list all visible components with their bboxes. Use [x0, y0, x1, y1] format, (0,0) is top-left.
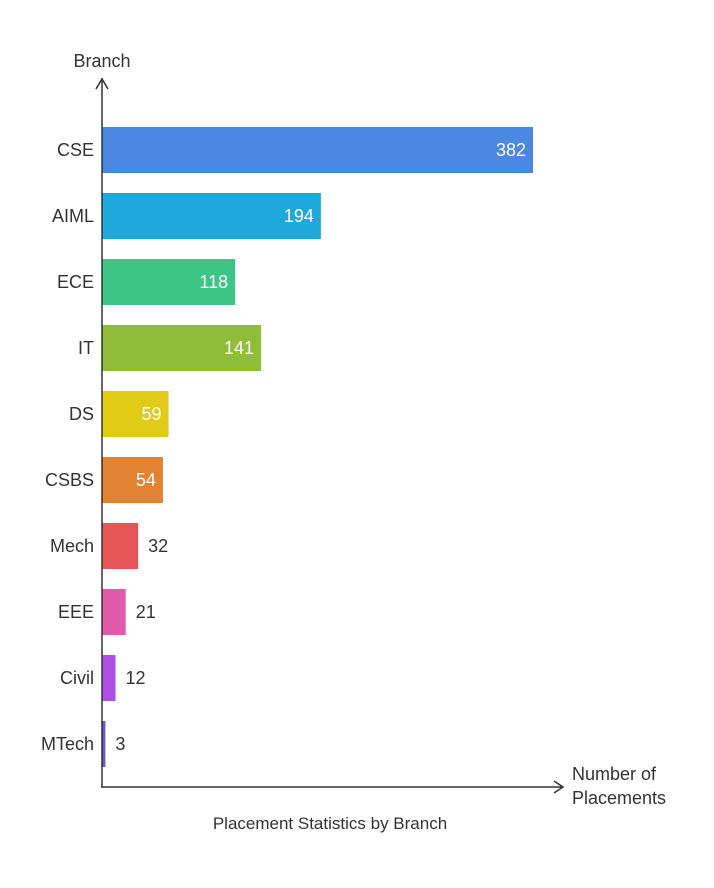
bar-ece — [102, 259, 236, 305]
bar-mtech — [102, 721, 106, 767]
chart-title: Placement Statistics by Branch — [213, 814, 447, 833]
value-label-mech: 32 — [148, 536, 168, 556]
value-label-mtech: 3 — [115, 734, 125, 754]
x-axis-arrow — [553, 780, 565, 794]
category-label-mtech: MTech — [41, 734, 94, 754]
y-axis-arrow — [95, 77, 109, 90]
category-labels-group: CSE AIML ECE IT DS CSBS Mech EEE Civil MTech — [41, 140, 94, 754]
value-label-civil: 12 — [126, 668, 146, 688]
bars-group — [102, 127, 533, 767]
value-label-it: 141 — [224, 338, 254, 358]
value-label-ds: 59 — [142, 404, 162, 424]
value-label-eee: 21 — [136, 602, 156, 622]
category-label-cse: CSE — [57, 140, 94, 160]
value-label-csbs: 54 — [136, 470, 156, 490]
bar-eee — [102, 589, 126, 635]
category-label-csbs: CSBS — [45, 470, 94, 490]
bar-cse — [102, 127, 533, 173]
bar-mech — [102, 523, 139, 569]
bar-aiml — [102, 193, 321, 239]
category-label-ds: DS — [69, 404, 94, 424]
value-label-cse: 382 — [496, 140, 526, 160]
bar-civil — [102, 655, 116, 701]
bar-it — [102, 325, 262, 371]
category-label-it: IT — [78, 338, 94, 358]
category-label-eee: EEE — [58, 602, 94, 622]
value-label-aiml: 194 — [284, 206, 314, 226]
category-label-aiml: AIML — [52, 206, 94, 226]
value-labels-group: 382 194 118 141 59 54 32 21 12 3 — [115, 140, 526, 754]
value-label-ece: 118 — [199, 272, 228, 292]
y-axis-title: Branch — [73, 51, 130, 71]
category-label-civil: Civil — [60, 668, 94, 688]
bar-csbs — [102, 457, 163, 503]
category-label-mech: Mech — [50, 536, 94, 556]
bar-ds — [102, 391, 169, 437]
x-axis-title: Number of Placements — [572, 764, 666, 808]
category-label-ece: ECE — [57, 272, 94, 292]
